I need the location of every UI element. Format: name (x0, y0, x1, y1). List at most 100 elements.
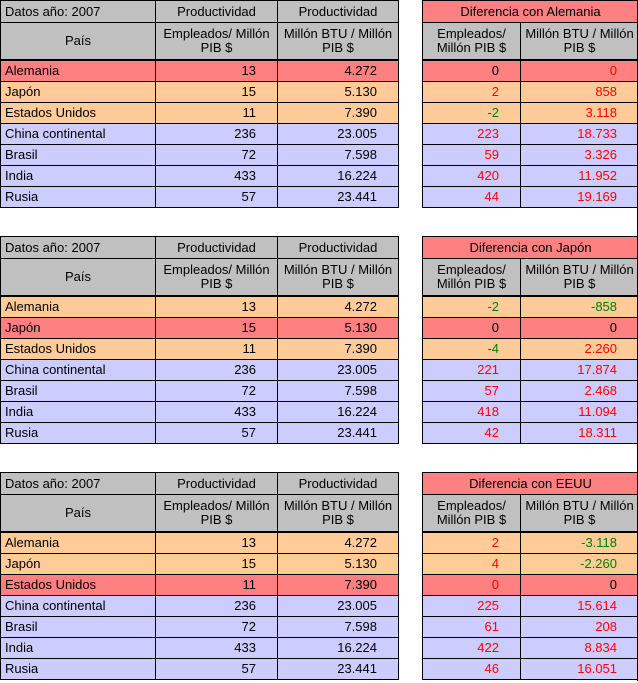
diff-btu-cell[interactable]: 2.260 (521, 339, 638, 360)
difference-title-cell[interactable]: Diferencia con Alemania (423, 1, 638, 23)
country-cell[interactable]: India (1, 166, 156, 187)
btu-cell[interactable]: 7.598 (278, 617, 399, 638)
diff-employees-unit-header[interactable]: Empleados/ Millón PIB $ (423, 259, 521, 297)
employees-cell[interactable]: 433 (156, 638, 278, 659)
btu-cell[interactable]: 23.005 (278, 596, 399, 617)
country-cell[interactable]: Alemania (1, 532, 156, 554)
country-cell[interactable]: Estados Unidos (1, 575, 156, 596)
diff-employees-cell[interactable]: 0 (423, 60, 521, 82)
diff-employees-cell[interactable]: 57 (423, 381, 521, 402)
diff-employees-cell[interactable]: -2 (423, 296, 521, 318)
diff-employees-cell[interactable]: 418 (423, 402, 521, 423)
btu-cell[interactable]: 7.598 (278, 381, 399, 402)
diff-employees-cell[interactable]: -4 (423, 339, 521, 360)
diff-employees-cell[interactable]: 4 (423, 554, 521, 575)
employees-cell[interactable]: 72 (156, 145, 278, 166)
difference-title-cell[interactable]: Diferencia con Japón (423, 237, 638, 259)
employees-cell[interactable]: 236 (156, 596, 278, 617)
country-header-cell[interactable]: País (1, 495, 156, 533)
country-cell[interactable]: Brasil (1, 617, 156, 638)
productivity-header-cell[interactable]: Productividad (278, 1, 399, 23)
diff-btu-cell[interactable]: -2.260 (521, 554, 638, 575)
btu-cell[interactable]: 7.390 (278, 103, 399, 124)
productivity-header-cell[interactable]: Productividad (278, 473, 399, 495)
country-cell[interactable]: Brasil (1, 381, 156, 402)
country-cell[interactable]: Alemania (1, 60, 156, 82)
diff-btu-cell[interactable]: -858 (521, 296, 638, 318)
employees-cell[interactable]: 11 (156, 103, 278, 124)
productivity-header-cell[interactable]: Productividad (278, 237, 399, 259)
country-cell[interactable]: Japón (1, 318, 156, 339)
country-cell[interactable]: China continental (1, 360, 156, 381)
diff-btu-cell[interactable]: 15.614 (521, 596, 638, 617)
country-cell[interactable]: Rusia (1, 659, 156, 680)
country-cell[interactable]: India (1, 402, 156, 423)
btu-cell[interactable]: 7.390 (278, 339, 399, 360)
country-cell[interactable]: Estados Unidos (1, 103, 156, 124)
country-cell[interactable]: China continental (1, 596, 156, 617)
employees-cell[interactable]: 11 (156, 575, 278, 596)
diff-employees-cell[interactable]: 2 (423, 532, 521, 554)
employees-cell[interactable]: 236 (156, 124, 278, 145)
diff-btu-cell[interactable]: 3.118 (521, 103, 638, 124)
btu-cell[interactable]: 4.272 (278, 296, 399, 318)
country-header-cell[interactable]: País (1, 23, 156, 61)
btu-cell[interactable]: 5.130 (278, 82, 399, 103)
employees-cell[interactable]: 15 (156, 554, 278, 575)
diff-employees-cell[interactable]: 223 (423, 124, 521, 145)
diff-btu-cell[interactable]: 0 (521, 575, 638, 596)
employees-cell[interactable]: 57 (156, 187, 278, 208)
diff-employees-cell[interactable]: 42 (423, 423, 521, 444)
diff-employees-cell[interactable]: 46 (423, 659, 521, 680)
country-cell[interactable]: Japón (1, 82, 156, 103)
diff-employees-cell[interactable]: 59 (423, 145, 521, 166)
diff-btu-cell[interactable]: 18.733 (521, 124, 638, 145)
country-header-cell[interactable]: País (1, 259, 156, 297)
btu-cell[interactable]: 7.598 (278, 145, 399, 166)
country-cell[interactable]: Alemania (1, 296, 156, 318)
employees-cell[interactable]: 433 (156, 166, 278, 187)
diff-btu-cell[interactable]: 3.326 (521, 145, 638, 166)
diff-employees-cell[interactable]: 225 (423, 596, 521, 617)
diff-btu-cell[interactable]: 18.311 (521, 423, 638, 444)
employees-unit-header[interactable]: Empleados/ Millón PIB $ (156, 23, 278, 61)
diff-btu-cell[interactable]: 11.094 (521, 402, 638, 423)
country-cell[interactable]: Rusia (1, 187, 156, 208)
diff-btu-cell[interactable]: 2.468 (521, 381, 638, 402)
employees-cell[interactable]: 13 (156, 296, 278, 318)
diff-btu-cell[interactable]: 0 (521, 60, 638, 82)
employees-cell[interactable]: 13 (156, 532, 278, 554)
diff-employees-cell[interactable]: 422 (423, 638, 521, 659)
employees-cell[interactable]: 57 (156, 659, 278, 680)
year-label-cell[interactable]: Datos año: 2007 (1, 1, 156, 23)
btu-cell[interactable]: 5.130 (278, 554, 399, 575)
btu-cell[interactable]: 23.005 (278, 124, 399, 145)
btu-unit-header[interactable]: Millón BTU / Millón PIB $ (278, 259, 399, 297)
employees-unit-header[interactable]: Empleados/ Millón PIB $ (156, 259, 278, 297)
employees-cell[interactable]: 72 (156, 617, 278, 638)
btu-cell[interactable]: 23.441 (278, 423, 399, 444)
diff-employees-cell[interactable]: 0 (423, 575, 521, 596)
country-cell[interactable]: China continental (1, 124, 156, 145)
diff-employees-unit-header[interactable]: Empleados/ Millón PIB $ (423, 495, 521, 533)
btu-cell[interactable]: 23.441 (278, 187, 399, 208)
diff-btu-cell[interactable]: 19.169 (521, 187, 638, 208)
employees-cell[interactable]: 72 (156, 381, 278, 402)
diff-btu-unit-header[interactable]: Millón BTU / Millón PIB $ (521, 259, 638, 297)
employees-cell[interactable]: 433 (156, 402, 278, 423)
diff-employees-cell[interactable]: 44 (423, 187, 521, 208)
diff-employees-cell[interactable]: 420 (423, 166, 521, 187)
employees-cell[interactable]: 57 (156, 423, 278, 444)
employees-cell[interactable]: 236 (156, 360, 278, 381)
country-cell[interactable]: Rusia (1, 423, 156, 444)
diff-btu-cell[interactable]: 17.874 (521, 360, 638, 381)
diff-btu-cell[interactable]: 208 (521, 617, 638, 638)
country-cell[interactable]: Estados Unidos (1, 339, 156, 360)
employees-unit-header[interactable]: Empleados/ Millón PIB $ (156, 495, 278, 533)
employees-cell[interactable]: 11 (156, 339, 278, 360)
productivity-header-cell[interactable]: Productividad (156, 1, 278, 23)
diff-btu-cell[interactable]: 8.834 (521, 638, 638, 659)
employees-cell[interactable]: 13 (156, 60, 278, 82)
btu-cell[interactable]: 23.005 (278, 360, 399, 381)
diff-btu-cell[interactable]: 11.952 (521, 166, 638, 187)
